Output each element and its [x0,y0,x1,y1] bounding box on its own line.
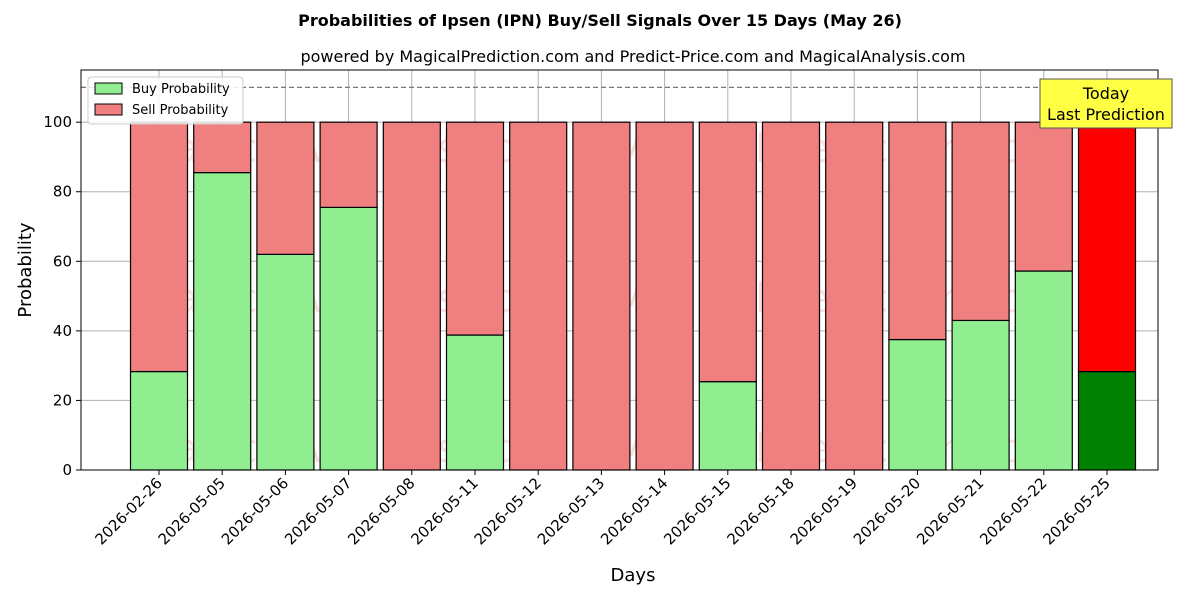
x-tick-label: 2026-05-07 [281,474,355,548]
bar-buy-2026-05-06 [256,253,315,471]
bar-sell-2026-05-05 [193,121,252,174]
bar-buy-2026-02-26 [129,370,189,471]
bar-sell-2026-05-12 [509,121,568,471]
legend-label-buy: Buy Probability [132,82,230,97]
bar-sell-2026-02-26 [129,121,189,373]
x-tick-label: 2026-05-05 [155,474,229,548]
bar-sell-2026-05-22 [1014,121,1073,272]
bar-sell-2026-05-15 [698,121,757,383]
x-tick-label: 2026-05-12 [471,474,545,548]
x-tick-label: 2026-05-25 [1039,474,1113,548]
y-tick-label: 60 [53,252,72,270]
bar-buy-2026-05-11 [445,334,505,471]
x-tick-label: 2026-02-26 [91,474,165,548]
chart-title: Probabilities of Ipsen (IPN) Buy/Sell Si… [298,11,902,30]
x-tick-label: 2026-05-11 [407,474,481,548]
x-tick-label: 2026-05-20 [850,474,924,548]
bar-buy-2026-05-05 [193,172,252,471]
bar-sell-2026-05-11 [445,121,505,336]
y-axis-ticks: 0 20 40 60 80 100 [43,113,81,479]
x-axis-label: Days [611,565,656,586]
legend-swatch-buy [94,82,123,95]
annotation-box [1039,78,1173,129]
legend: Buy Probability Sell Probability [87,76,244,125]
x-axis-ticks: 2026-02-262026-05-052026-05-062026-05-07… [91,470,1114,548]
bars [129,121,1137,471]
y-axis-label: Probability [15,222,36,317]
legend-label-sell: Sell Probability [132,103,229,118]
bar-buy-2026-05-25 [1077,370,1137,471]
bar-buy-2026-05-21 [951,319,1010,471]
y-tick-label: 80 [53,183,72,201]
bar-sell-2026-05-21 [951,121,1010,322]
x-tick-label: 2026-05-14 [597,474,671,548]
bar-buy-2026-05-22 [1014,270,1073,471]
bar-sell-2026-05-13 [572,121,631,471]
bar-sell-2026-05-07 [319,121,378,208]
x-tick-label: 2026-05-08 [344,474,418,548]
today-annotation: Today Last Prediction [1039,78,1173,129]
bar-buy-2026-05-07 [319,206,378,471]
bar-sell-2026-05-14 [635,121,694,471]
bar-sell-2026-05-19 [825,121,884,471]
x-tick-label: 2026-05-18 [723,474,797,548]
x-tick-label: 2026-05-22 [976,474,1050,548]
y-tick-label: 20 [53,391,72,409]
legend-box [87,76,244,125]
bar-sell-2026-05-25 [1077,121,1137,373]
legend-swatch-sell [94,103,123,116]
x-tick-label: 2026-05-13 [534,474,608,548]
x-tick-label: 2026-05-06 [218,474,292,548]
chart-subtitle: powered by MagicalPrediction.com and Pre… [300,47,965,66]
x-tick-label: 2026-05-19 [787,474,861,548]
annotation-line-2: Last Prediction [1047,105,1165,124]
x-tick-label: 2026-05-15 [660,474,734,548]
plot-frame [80,69,1159,471]
bar-sell-2026-05-20 [888,121,947,341]
bar-buy-2026-05-20 [888,338,947,471]
bar-buy-2026-05-15 [698,381,757,471]
bar-sell-2026-05-08 [382,121,441,471]
x-tick-label: 2026-05-21 [913,474,987,548]
y-tick-label: 100 [43,113,72,131]
y-tick-label: 0 [62,461,72,479]
bar-sell-2026-05-18 [761,121,821,471]
annotation-line-1: Today [1082,84,1129,103]
bar-sell-2026-05-06 [256,121,315,255]
y-tick-label: 40 [53,322,72,340]
